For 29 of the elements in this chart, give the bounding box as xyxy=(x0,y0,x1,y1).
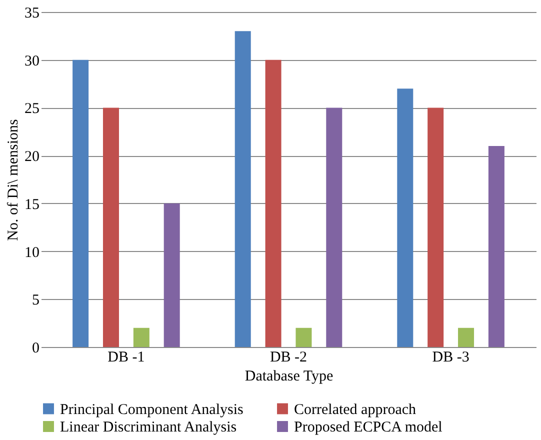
y-tick-label: 20 xyxy=(24,149,40,166)
y-tick-label: 15 xyxy=(24,196,40,213)
x-tick-label: DB -1 xyxy=(108,350,145,366)
y-tick-label: 0 xyxy=(32,340,40,356)
y-tick-label: 35 xyxy=(24,6,40,22)
y-tick-label: 30 xyxy=(24,53,40,70)
legend-label: Proposed ECPCA model xyxy=(294,420,442,436)
y-tick-label: 25 xyxy=(24,101,40,118)
x-tick-label: DB -3 xyxy=(432,350,470,366)
bar xyxy=(397,88,414,347)
legend-label: Correlated approach xyxy=(294,402,417,418)
bar xyxy=(428,108,444,347)
y-tick-label: 5 xyxy=(32,292,40,309)
bar xyxy=(488,146,504,347)
bar xyxy=(265,60,282,347)
y-axis-title: No. of Di\ mensions xyxy=(6,119,22,241)
bar xyxy=(326,108,342,347)
x-tick-label: DB -2 xyxy=(270,350,308,366)
legend-label: Principal Component Analysis xyxy=(60,402,244,418)
bar xyxy=(296,328,312,347)
bar xyxy=(102,108,119,347)
bar xyxy=(133,328,150,347)
bar xyxy=(164,203,180,347)
x-axis-title: Database Type xyxy=(244,368,334,384)
legend-label: Linear Discriminant Analysis xyxy=(60,420,237,436)
bar xyxy=(234,31,251,347)
bar xyxy=(72,60,89,347)
y-tick-label: 10 xyxy=(24,244,40,261)
bar xyxy=(458,328,474,347)
